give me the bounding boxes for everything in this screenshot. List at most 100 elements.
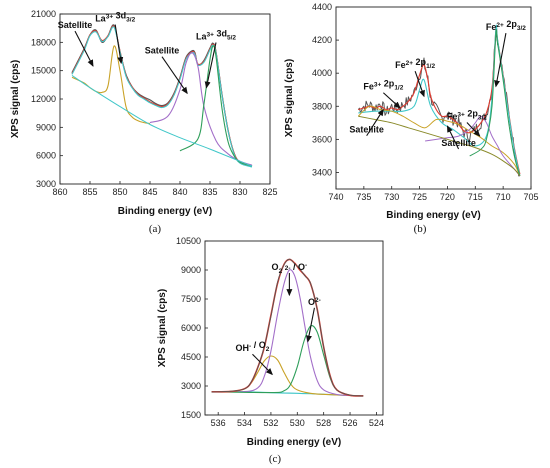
annotation-label: Satellite: [58, 20, 93, 30]
series-group: [211, 258, 364, 397]
y-tick-label: 15000: [31, 66, 56, 76]
series-line-4: [211, 258, 364, 397]
y-tick-label: 4200: [312, 35, 332, 45]
y-tick-label: 12000: [31, 94, 56, 104]
series-line-1: [211, 355, 364, 397]
annotation-arrow: [161, 56, 188, 95]
series-group: [71, 24, 253, 168]
annotation-label: Fe3+ 2p1/2: [363, 79, 403, 92]
y-axis-label: XPS signal (cps): [157, 289, 168, 367]
annotation-label: Fe3+ 2p3/2: [447, 109, 487, 122]
x-tick-label: 840: [172, 187, 187, 197]
x-tick-label: 720: [440, 192, 455, 202]
x-tick-label: 825: [262, 187, 277, 197]
series-line-3: [357, 105, 521, 177]
annotation-label: La3+ 3d5/2: [196, 29, 236, 42]
annotation-arrow: [74, 30, 94, 67]
x-tick-label: 835: [202, 187, 217, 197]
annotation-arrow: [466, 122, 481, 137]
series-line-3: [71, 45, 151, 125]
panel-c-o-1s: 536 534 532 530 528 526 524 1500 3000 4500 6000 750…: [157, 236, 384, 465]
x-tick-label: 705: [523, 192, 538, 202]
x-tick-label: 534: [237, 418, 252, 428]
y-axis-label: XPS signal (cps): [10, 60, 21, 138]
x-tick-label: 530: [290, 418, 305, 428]
annotation-arrow: [382, 92, 401, 109]
series-line-6: [71, 74, 253, 167]
x-tick-label: 830: [232, 187, 247, 197]
y-tick-label: 3000: [36, 179, 56, 189]
series-line-5: [179, 45, 253, 167]
y-tick-label: 9000: [36, 122, 56, 132]
panel-label: (a): [149, 223, 162, 235]
annotation-label: Fe2+ 2p3/2: [486, 19, 526, 32]
series-line-4: [149, 52, 253, 166]
series-line-3: [211, 325, 364, 397]
annotation-label: O2 2- / O-: [272, 262, 308, 275]
x-tick-label: 710: [496, 192, 511, 202]
annotation-arrow: [114, 24, 124, 65]
x-tick-label: 532: [263, 418, 278, 428]
series-line-4: [425, 115, 521, 177]
annotation-label: Satellite: [145, 46, 180, 56]
series-line-2: [358, 24, 521, 176]
y-tick-label: 21000: [31, 9, 56, 19]
annotation-arrow: [306, 307, 315, 343]
series-line-5: [211, 258, 364, 397]
x-tick-label: 715: [468, 192, 483, 202]
plot-frame: [335, 6, 532, 190]
y-tick-label: 1500: [181, 410, 201, 420]
annotation-label: OH- / O2: [236, 340, 270, 353]
y-tick-label: 18000: [31, 37, 56, 47]
x-tick-label: 735: [356, 192, 371, 202]
annotation-label: Satellite: [349, 125, 384, 135]
panel-b-fe-2p: 740 735 730 725 720 715 710 705 3400 3600 3800 4000…: [284, 2, 539, 235]
y-tick-label: 4500: [181, 352, 201, 362]
y-tick-label: 6000: [181, 323, 201, 333]
series-line-5: [469, 29, 521, 176]
annotation-label: O2-: [308, 297, 321, 307]
annotation-label: La3+ 3d3/2: [95, 11, 135, 24]
series-line-6: [358, 115, 521, 177]
y-tick-label: 10500: [176, 236, 201, 246]
y-tick-label: 4000: [312, 68, 332, 78]
series-line-2: [211, 269, 364, 397]
y-tick-label: 6000: [36, 151, 56, 161]
x-tick-label: 850: [112, 187, 127, 197]
annotation-arrow: [252, 353, 273, 376]
x-tick-label: 528: [316, 418, 331, 428]
x-axis-label: Binding energy (eV): [118, 206, 212, 217]
panel-label: (c): [269, 453, 282, 465]
series-line-0: [357, 31, 520, 177]
annotation-arrow: [366, 108, 384, 137]
y-tick-label: 3800: [312, 101, 332, 111]
y-tick-label: 3600: [312, 134, 332, 144]
x-tick-label: 855: [82, 187, 97, 197]
y-tick-label: 7500: [181, 294, 201, 304]
x-tick-label: 845: [142, 187, 157, 197]
annotation-label: Satellite: [441, 138, 476, 148]
panel-label: (b): [414, 223, 427, 235]
y-tick-label: 3000: [181, 381, 201, 391]
y-axis-label: XPS signal (cps): [284, 59, 295, 137]
y-tick-label: 4400: [312, 2, 332, 12]
x-tick-label: 526: [343, 418, 358, 428]
x-tick-label: 725: [412, 192, 427, 202]
annotation-arrow: [494, 33, 507, 88]
x-tick-label: 536: [211, 418, 226, 428]
x-axis-label: Binding energy (eV): [386, 210, 480, 221]
x-tick-label: 860: [52, 187, 67, 197]
annotation-arrow: [204, 42, 217, 89]
y-tick-label: 9000: [181, 265, 201, 275]
series-line-1: [358, 26, 521, 175]
panel-a-la-3d: 860 855 850 845 840 835 830 825 3000 6000 9000 1200…: [10, 9, 278, 235]
x-tick-label: 524: [369, 418, 384, 428]
x-tick-label: 740: [328, 192, 343, 202]
annotation-arrow: [414, 71, 425, 98]
y-tick-label: 3400: [312, 167, 332, 177]
x-axis-label: Binding energy (eV): [247, 437, 341, 448]
annotation-arrow: [446, 125, 460, 150]
series-group: [357, 24, 521, 177]
annotation-label: Fe2+ 2p1/2: [395, 57, 435, 70]
